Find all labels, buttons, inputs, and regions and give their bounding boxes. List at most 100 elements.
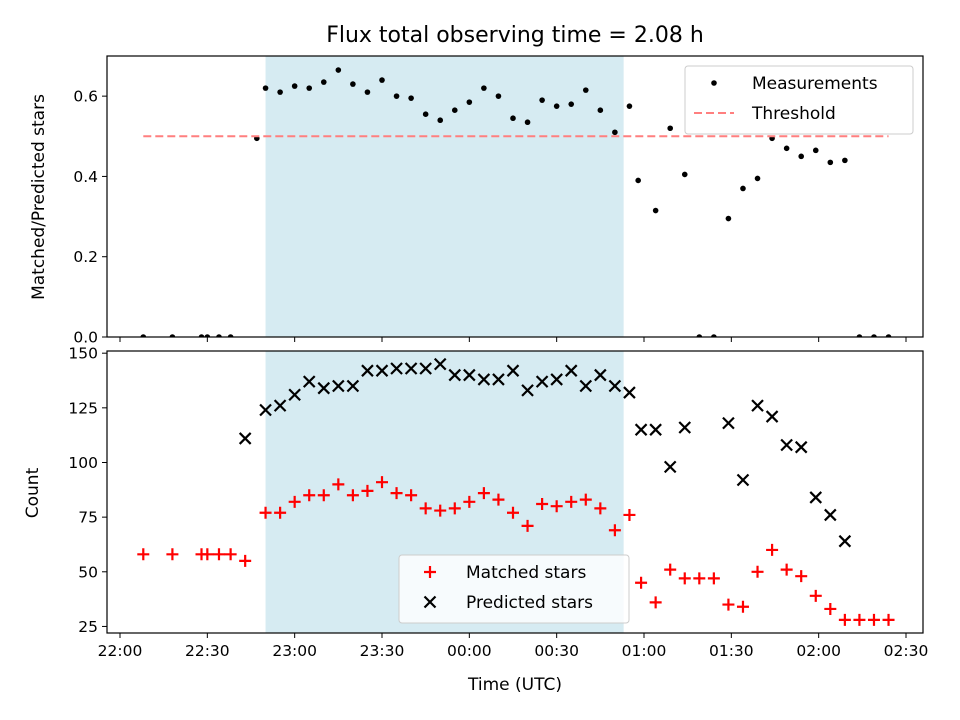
bottom-x-tick-label: 22:00 <box>98 642 143 660</box>
top-measurements-point <box>871 334 877 337</box>
bottom-matched-stars-point <box>824 602 837 615</box>
bottom-axes-frame <box>106 350 924 634</box>
bottom-x-tick-label: 00:30 <box>534 642 579 660</box>
top-legend-threshold-label: Threshold <box>751 104 836 124</box>
top-measurements-point <box>568 101 575 107</box>
bottom-matched-stars-point <box>623 508 636 521</box>
bottom-y-tick-label: 150 <box>68 345 98 363</box>
bottom-predicted-stars-point <box>634 423 648 436</box>
bottom-matched-stars-point <box>867 613 880 626</box>
bottom-matched-stars-point <box>521 519 534 532</box>
bottom-x-tick-label: 01:00 <box>622 642 667 660</box>
bottom-matched-stars-point <box>332 478 345 491</box>
top-measurements-point <box>812 147 819 154</box>
top-measurements-point <box>711 334 717 337</box>
bottom-predicted-stars-point <box>238 432 252 445</box>
bottom-predicted-stars-point <box>404 362 418 375</box>
bottom-matched-stars-point <box>608 524 621 537</box>
bottom-predicted-stars-point <box>259 403 272 417</box>
bottom-predicted-stars-point <box>448 368 462 382</box>
bottom-predicted-stars-point <box>361 364 374 377</box>
bottom-matched-stars-point <box>390 487 403 500</box>
bottom-matched-stars-point <box>346 489 359 502</box>
bottom-matched-stars-point <box>405 489 418 502</box>
bottom-predicted-stars-point <box>288 388 301 401</box>
bottom-matched-stars-point <box>722 598 735 611</box>
x-axis-label: Time (UTC) <box>467 675 562 695</box>
bottom-matched-stars-point <box>376 476 388 489</box>
top-measurements-point <box>696 334 703 337</box>
bottom-matched-stars-point <box>317 489 330 502</box>
top-y-axis-label: Matched/Predicted stars <box>29 94 49 300</box>
top-measurements-point <box>422 111 429 118</box>
bottom-matched-stars-point <box>259 506 272 519</box>
bottom-predicted-stars-point <box>273 399 287 412</box>
bottom-legend-predicted-stars-label: Predicted stars <box>466 593 593 613</box>
top-measurements-point <box>635 177 641 184</box>
bottom-predicted-stars-point <box>663 460 677 474</box>
top-measurements-point <box>262 85 269 91</box>
bottom-predicted-stars-point <box>317 381 331 395</box>
bottom-matched-stars-point <box>137 548 150 561</box>
bottom-matched-stars-point <box>361 484 374 497</box>
bottom-predicted-stars-point <box>623 386 636 399</box>
bottom-matched-stars-point <box>224 548 237 561</box>
bottom-matched-stars-point <box>707 572 720 585</box>
bottom-predicted-stars-point <box>302 375 316 388</box>
top-measurements-point <box>393 93 400 99</box>
top-measurements-point <box>842 157 848 164</box>
bottom-predicted-stars-point <box>346 379 360 393</box>
top-measurements-point <box>827 159 834 166</box>
bottom-matched-stars-point <box>448 502 461 515</box>
top-measurements-point <box>481 85 487 91</box>
bottom-x-tick-label: 02:30 <box>884 642 929 660</box>
top-measurements-point <box>495 93 502 99</box>
bottom-matched-stars-point <box>239 554 252 567</box>
top-measurements-point <box>277 89 283 95</box>
bottom-matched-stars-point <box>649 596 662 609</box>
bottom-matched-stars-point <box>882 613 895 626</box>
bottom-y-tick-label: 100 <box>68 454 98 472</box>
top-measurements-point <box>169 334 176 337</box>
top-measurements-point <box>198 334 205 337</box>
top-measurements-point <box>667 125 673 132</box>
bottom-predicted-stars-point <box>838 534 852 548</box>
bottom-matched-stars-point <box>434 504 447 517</box>
bottom-predicted-stars-point <box>332 379 345 393</box>
top-measurements-point <box>510 115 516 122</box>
bottom-matched-stars-point <box>536 498 549 511</box>
bottom-matched-stars-point <box>166 548 179 561</box>
top-measurements-point <box>466 99 473 105</box>
bottom-predicted-stars-point <box>463 368 476 382</box>
bottom-predicted-stars-point <box>506 364 520 377</box>
bottom-predicted-stars-point <box>390 362 403 375</box>
bottom-y-tick-label: 25 <box>78 618 98 636</box>
bottom-x-tick-label: 00:00 <box>447 642 492 660</box>
bottom-matched-stars-point <box>288 495 301 508</box>
bottom-predicted-stars-point <box>594 368 607 382</box>
top-measurements-point <box>582 87 589 93</box>
bottom-matched-stars-point <box>419 502 432 515</box>
bottom-matched-stars-point <box>507 506 519 519</box>
bottom-legend-matched-stars-swatch <box>424 566 436 578</box>
top-measurements-point <box>740 185 746 192</box>
top-measurements-point <box>539 97 545 103</box>
bottom-x-tick-label: 23:30 <box>360 642 405 660</box>
top-measurements-point <box>885 334 892 337</box>
bottom-y-tick-label: 75 <box>78 509 98 527</box>
top-measurements-point <box>798 153 804 160</box>
bottom-predicted-stars-point <box>722 416 735 430</box>
top-measurements-point <box>681 171 688 178</box>
top-measurements-point <box>306 85 313 91</box>
bottom-predicted-stars-point <box>521 384 534 397</box>
bottom-predicted-stars-point <box>564 364 578 377</box>
bottom-predicted-stars-point <box>492 373 505 386</box>
bottom-predicted-stars-point <box>375 364 389 377</box>
bottom-matched-stars-point <box>579 493 592 506</box>
bottom-predicted-stars-point <box>433 357 447 371</box>
top-panel: 0.0 0.2 0.4 0.6 Measurements Threshold <box>73 55 924 347</box>
top-legend: Measurements Threshold <box>684 65 914 135</box>
bottom-matched-stars-point <box>492 493 505 506</box>
top-measurements-point <box>379 77 385 83</box>
